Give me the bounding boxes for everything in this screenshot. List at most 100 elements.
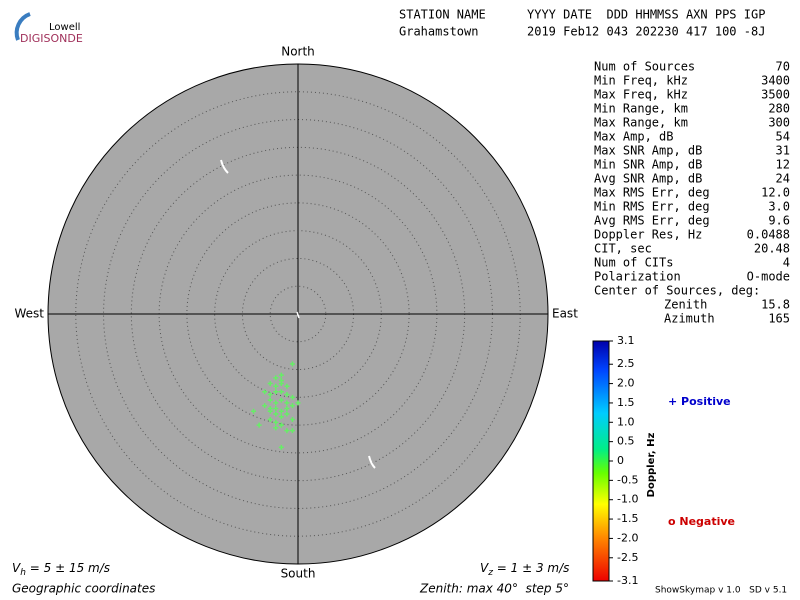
colorbar-tick-label: 0.5 bbox=[617, 435, 635, 448]
source-point bbox=[273, 411, 279, 417]
header-label: YYYY DATE DDD HHMMSS AXN PPS IGP bbox=[527, 8, 765, 22]
vz-sub: z bbox=[487, 568, 493, 578]
colorbar-tick-label: -2.0 bbox=[617, 531, 638, 544]
stat-value: 31 bbox=[776, 144, 790, 158]
colorbar-tick-label: -2.5 bbox=[617, 551, 638, 564]
source-point bbox=[273, 419, 279, 425]
trace bbox=[296, 311, 300, 319]
source-point bbox=[278, 397, 284, 403]
source-point bbox=[284, 411, 290, 417]
stat-label: Azimuth bbox=[664, 312, 715, 326]
source-point bbox=[278, 414, 284, 420]
logo-arc bbox=[14, 12, 31, 41]
stat-value: 3.0 bbox=[768, 200, 790, 214]
stat-value: O-mode bbox=[747, 270, 790, 284]
source-point bbox=[267, 417, 273, 423]
trace bbox=[220, 159, 229, 174]
stat-label: Num of CITs bbox=[594, 256, 673, 270]
stat-value: 15.8 bbox=[761, 298, 790, 312]
colorbar-tick-label: -1.0 bbox=[617, 493, 638, 506]
stat-value: 300 bbox=[768, 116, 790, 130]
stat-label: Min RMS Err, deg bbox=[594, 200, 710, 214]
stat-label: Max RMS Err, deg bbox=[594, 186, 710, 200]
source-point bbox=[284, 400, 290, 406]
colorbar-tick-label: 1.0 bbox=[617, 415, 635, 428]
source-point bbox=[289, 417, 295, 423]
colorbar-tick-label: 2.0 bbox=[617, 377, 635, 390]
trace bbox=[368, 455, 376, 469]
stat-value: 4 bbox=[783, 256, 790, 270]
stat-label: Polarization bbox=[594, 270, 681, 284]
stat-label: Min Range, km bbox=[594, 102, 688, 116]
source-point bbox=[262, 389, 268, 395]
source-point bbox=[278, 372, 284, 378]
stat-label: Min Freq, kHz bbox=[594, 74, 688, 88]
colorbar-tick-label: 2.5 bbox=[617, 357, 635, 370]
source-point bbox=[284, 428, 290, 434]
vh-text: = 5 ± 15 m/s bbox=[26, 561, 110, 575]
logo-top: Lowell bbox=[49, 22, 80, 33]
source-point bbox=[284, 392, 290, 398]
stat-label: Max Freq, kHz bbox=[594, 88, 688, 102]
source-point bbox=[273, 383, 279, 389]
source-point bbox=[273, 375, 279, 381]
stat-label: CIT, sec bbox=[594, 242, 652, 256]
source-point bbox=[267, 380, 273, 386]
zenith-note: Zenith: max 40° step 5° bbox=[419, 582, 569, 596]
stat-value: 0.0488 bbox=[747, 228, 790, 242]
header-value: Grahamstown bbox=[399, 25, 478, 39]
source-point bbox=[289, 403, 295, 409]
direction-label: East bbox=[552, 307, 578, 321]
vh: Vh = 5 ± 15 m/s bbox=[12, 561, 110, 578]
stat-value: 3500 bbox=[761, 88, 790, 102]
source-point bbox=[273, 400, 279, 406]
source-point bbox=[267, 392, 273, 398]
sky-plot bbox=[47, 63, 549, 565]
source-point bbox=[278, 444, 284, 450]
stat-value: 12.0 bbox=[761, 186, 790, 200]
source-point bbox=[278, 422, 284, 428]
source-point bbox=[273, 425, 279, 431]
source-point bbox=[284, 405, 290, 411]
stat-value: 70 bbox=[776, 60, 790, 74]
stat-label: Avg SNR Amp, dB bbox=[594, 172, 702, 186]
version: ShowSkymap v 1.0 SD v 5.1 bbox=[655, 586, 787, 596]
direction-label: South bbox=[281, 567, 316, 581]
direction-label: West bbox=[14, 307, 44, 321]
logo-bottom: DIGISONDE bbox=[20, 32, 83, 45]
stat-label: Avg RMS Err, deg bbox=[594, 214, 710, 228]
stat-label: Min SNR Amp, dB bbox=[594, 158, 702, 172]
source-point bbox=[284, 383, 290, 389]
stat-label: Center of Sources, deg: bbox=[594, 284, 760, 298]
colorbar bbox=[592, 340, 610, 582]
stat-value: 54 bbox=[776, 130, 790, 144]
legend-negative: o Negative bbox=[668, 515, 735, 528]
source-point bbox=[273, 405, 279, 411]
stat-value: 3400 bbox=[761, 74, 790, 88]
vz: Vz = 1 ± 3 m/s bbox=[480, 561, 569, 578]
stat-label: Zenith bbox=[664, 298, 707, 312]
source-point bbox=[289, 361, 295, 367]
stat-label: Num of Sources bbox=[594, 60, 695, 74]
stat-value: 280 bbox=[768, 102, 790, 116]
vh-sub: h bbox=[20, 568, 26, 578]
header-label: STATION NAME bbox=[399, 8, 486, 22]
source-point bbox=[251, 408, 257, 414]
coords-note: Geographic coordinates bbox=[12, 582, 155, 596]
source-point bbox=[273, 389, 279, 395]
colorbar-tick-label: 0 bbox=[617, 454, 624, 467]
colorbar-tick-label: -3.1 bbox=[617, 574, 638, 587]
stat-label: Doppler Res, Hz bbox=[594, 228, 702, 242]
source-point bbox=[289, 428, 295, 434]
source-point bbox=[256, 422, 262, 428]
source-point bbox=[295, 400, 301, 406]
source-point bbox=[267, 397, 273, 403]
source-point bbox=[289, 394, 295, 400]
colorbar-tick-label: 3.1 bbox=[617, 334, 635, 347]
direction-label: North bbox=[281, 45, 315, 59]
source-point bbox=[278, 408, 284, 414]
stat-value: 20.48 bbox=[754, 242, 790, 256]
